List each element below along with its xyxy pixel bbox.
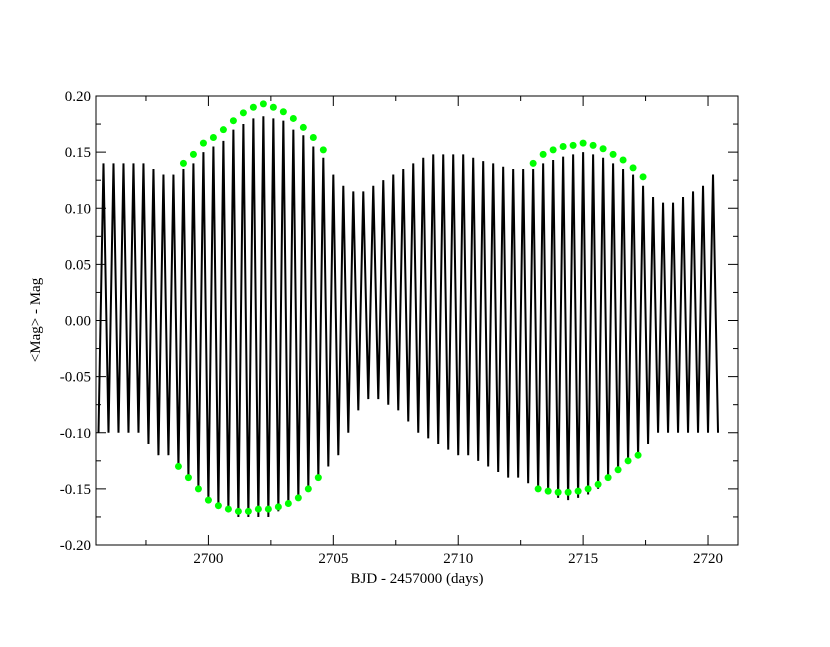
data-point (309, 134, 317, 142)
data-point (594, 480, 602, 488)
x-axis-label: BJD - 2457000 (days) (351, 571, 484, 587)
data-point (294, 494, 302, 502)
data-line (97, 116, 720, 517)
data-point (624, 457, 632, 465)
data-point (304, 485, 312, 493)
data-point (634, 451, 642, 459)
data-point (199, 139, 207, 147)
y-tick-label: -0.20 (60, 538, 91, 554)
plot-area (97, 100, 720, 517)
data-point (234, 507, 242, 515)
x-tick-label: 2705 (318, 551, 348, 567)
data-point (609, 150, 617, 158)
data-point (204, 496, 212, 504)
data-point (244, 507, 252, 515)
x-tick-label: 2715 (568, 551, 598, 567)
data-point (254, 505, 262, 513)
data-point (229, 117, 237, 125)
data-point (319, 146, 327, 154)
data-point (289, 114, 297, 122)
data-point (604, 474, 612, 482)
data-point (569, 141, 577, 149)
data-point (264, 505, 272, 513)
data-point (209, 134, 217, 142)
data-point (564, 488, 572, 496)
y-tick-label: 0.10 (65, 201, 91, 217)
x-tick-label: 2700 (193, 551, 223, 567)
data-point (314, 474, 322, 482)
y-axis-label: <Mag> - Mag (28, 277, 44, 362)
x-tick-label: 2720 (693, 551, 723, 567)
data-point (214, 502, 222, 510)
data-point (259, 100, 267, 108)
y-tick-label: -0.05 (60, 370, 91, 386)
y-tick-label: 0.05 (65, 257, 91, 273)
data-point (584, 485, 592, 493)
data-point (529, 159, 537, 167)
data-point (299, 123, 307, 131)
data-point (174, 462, 182, 470)
data-point (249, 103, 257, 111)
data-point (574, 487, 582, 495)
data-point (554, 488, 562, 496)
data-point (619, 156, 627, 164)
data-point (279, 108, 287, 116)
data-point (614, 466, 622, 474)
data-point (284, 499, 292, 507)
data-point (549, 146, 557, 154)
y-tick-label: 0.15 (65, 145, 91, 161)
data-point (219, 126, 227, 134)
data-point (194, 485, 202, 493)
data-point (544, 487, 552, 495)
data-point (559, 143, 567, 151)
data-point (189, 150, 197, 158)
data-point (589, 141, 597, 149)
data-point (179, 159, 187, 167)
y-tick-label: 0.00 (65, 314, 91, 330)
data-point (639, 173, 647, 181)
data-point (629, 164, 637, 172)
x-tick-label: 2710 (443, 551, 473, 567)
data-point (534, 485, 542, 493)
data-point (599, 145, 607, 153)
y-tick-label: -0.15 (60, 482, 91, 498)
y-tick-label: 0.20 (65, 89, 91, 105)
y-tick-label: -0.10 (60, 426, 91, 442)
data-point (539, 150, 547, 158)
data-point (184, 474, 192, 482)
data-point (239, 109, 247, 117)
data-point (269, 103, 277, 111)
data-point (579, 139, 587, 147)
data-point (224, 505, 232, 513)
data-point (274, 503, 282, 511)
